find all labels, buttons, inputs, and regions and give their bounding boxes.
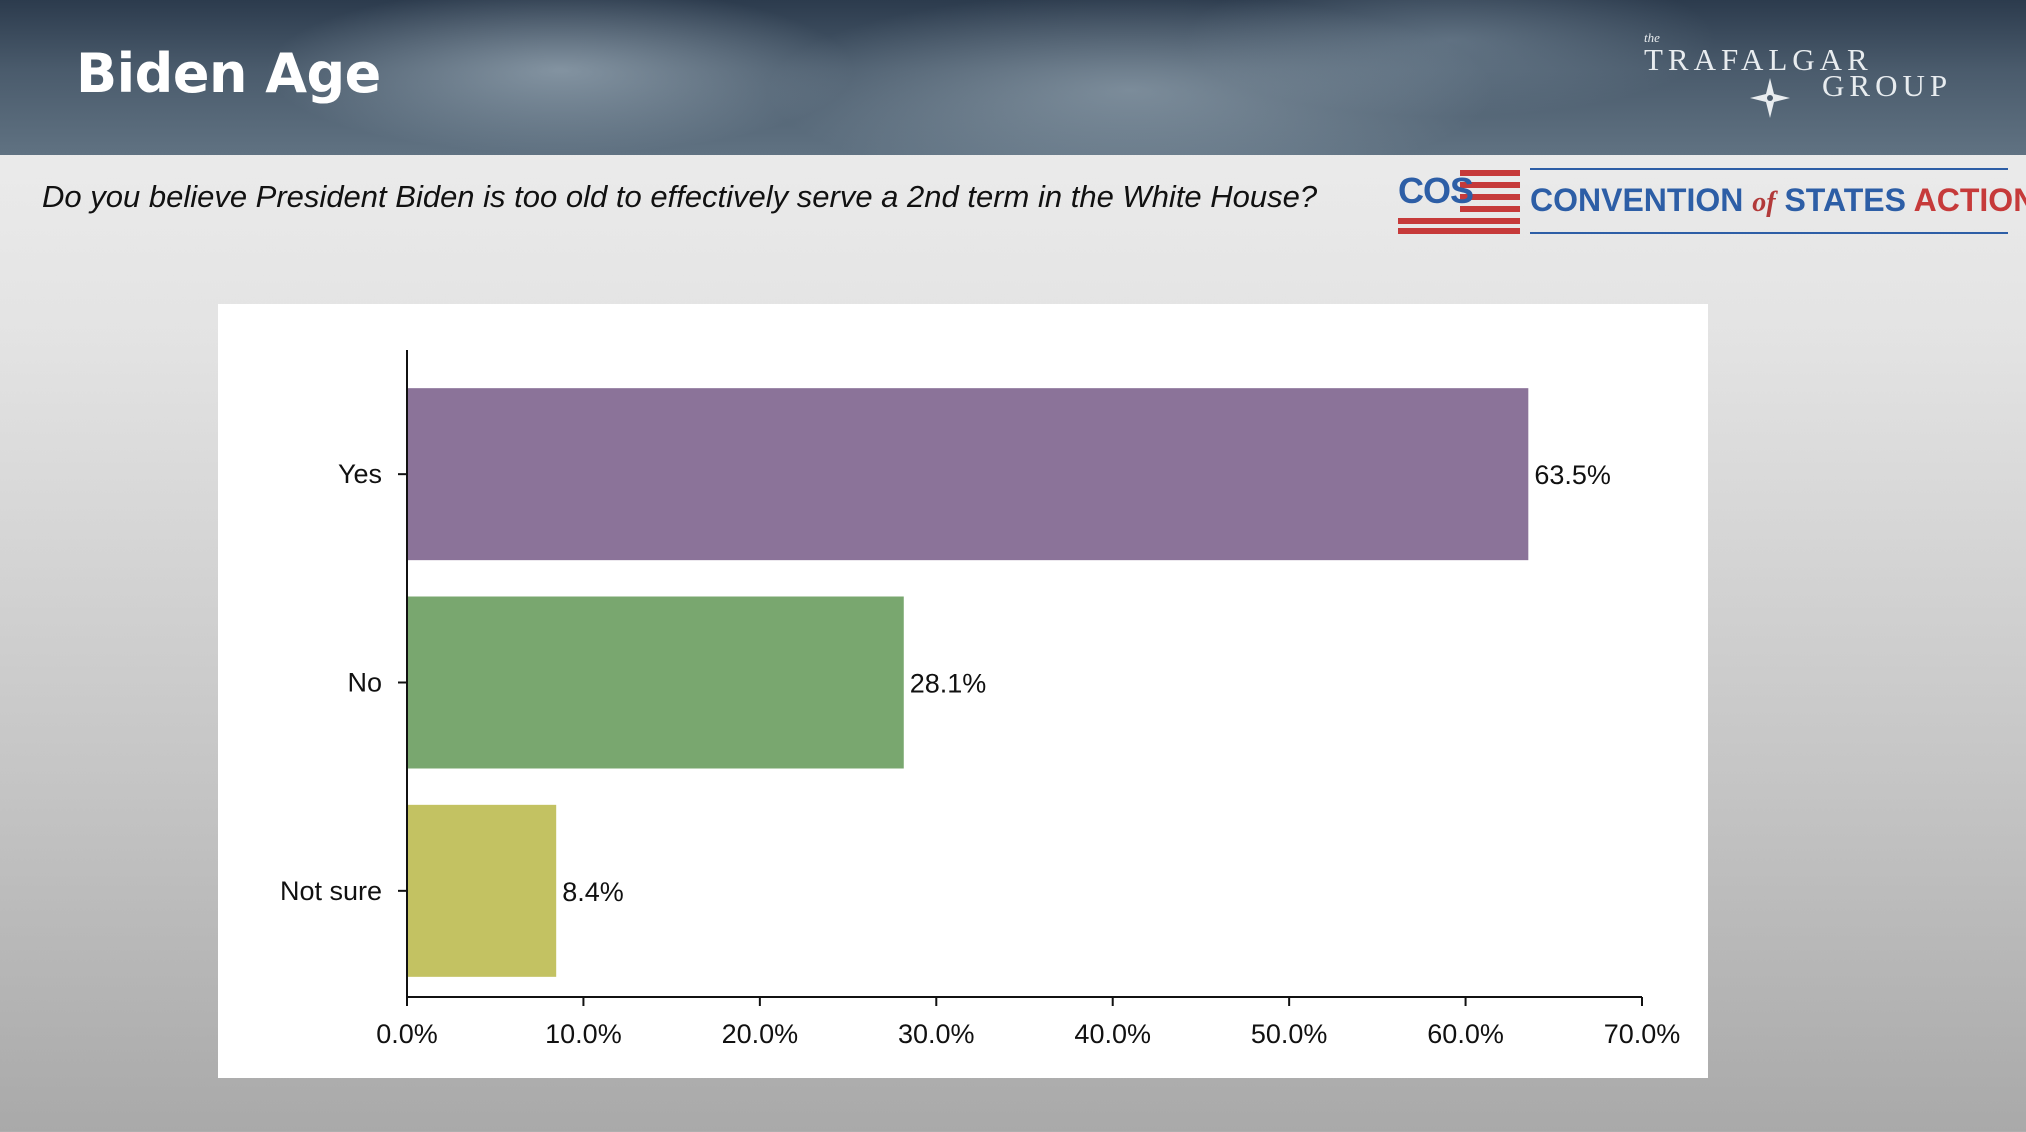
y-tick-label: Not sure	[280, 876, 382, 906]
header-banner: Biden Age the TRAFALGAR GROUP	[0, 0, 2026, 155]
x-tick-label: 40.0%	[1074, 1019, 1151, 1049]
x-tick-label: 20.0%	[722, 1019, 799, 1049]
logo-text-group: GROUP	[1822, 68, 1953, 103]
cos-rule-top	[1530, 168, 2008, 170]
bar	[408, 596, 904, 769]
convention-of-states-logo: COS CONVENTION of STATES ACTION	[1398, 168, 2026, 238]
logo-text-trafalgar: TRAFALGAR	[1644, 42, 1873, 77]
cos-mark: COS	[1398, 170, 1474, 211]
cos-name-action: ACTION	[1913, 182, 2026, 218]
data-label: 63.5%	[1534, 460, 1611, 490]
x-tick-label: 50.0%	[1251, 1019, 1328, 1049]
x-tick-label: 0.0%	[376, 1019, 438, 1049]
bar	[408, 804, 557, 977]
logo-text-the: the	[1644, 30, 1660, 45]
data-label: 8.4%	[562, 877, 624, 907]
y-tick-label: No	[347, 668, 382, 698]
bar-chart: Yes 63.5% No 28.1% Not sure 8.4% 0.0% 10.0% 20.0…	[280, 350, 1681, 1049]
compass-star-icon	[1750, 78, 1790, 118]
data-label: 28.1%	[910, 669, 987, 699]
x-tick-label: 60.0%	[1427, 1019, 1504, 1049]
cos-name-of: of	[1752, 187, 1776, 218]
chart-panel: Yes 63.5% No 28.1% Not sure 8.4% 0.0% 10.0% 20.0…	[218, 304, 1708, 1078]
x-tick-label: 70.0%	[1604, 1019, 1681, 1049]
cos-name-convention: CONVENTION	[1530, 182, 1744, 218]
bar	[408, 388, 1529, 561]
cos-flag-icon	[1398, 170, 1520, 234]
cos-name-states: STATES	[1784, 182, 1906, 218]
survey-question: Do you believe President Biden is too ol…	[42, 179, 1318, 214]
x-tick-label: 30.0%	[898, 1019, 975, 1049]
x-tick-label: 10.0%	[545, 1019, 622, 1049]
page-title: Biden Age	[76, 42, 381, 105]
y-tick-label: Yes	[338, 459, 382, 489]
cos-name: CONVENTION of STATES ACTION	[1530, 182, 2026, 219]
trafalgar-group-logo: the TRAFALGAR GROUP	[1640, 24, 1947, 134]
cos-rule-bottom	[1530, 232, 2008, 234]
